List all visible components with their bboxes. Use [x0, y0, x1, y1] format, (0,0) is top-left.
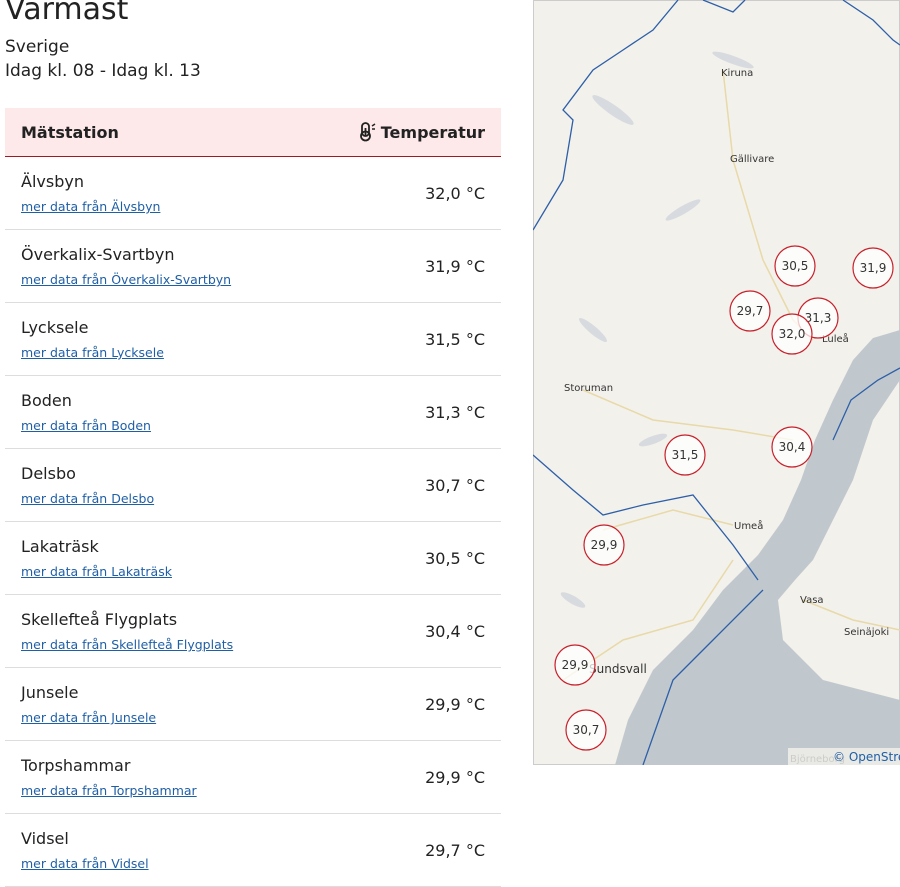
- table-row: Överkalix-Svartbyn mer data från Överkali…: [5, 230, 501, 303]
- temperature: 31,9 °C: [425, 257, 485, 276]
- marker-label: 30,4: [779, 440, 806, 454]
- table-row: Boden mer data från Boden 31,3 °C: [5, 376, 501, 449]
- temperature: 29,9 °C: [425, 695, 485, 714]
- station-link[interactable]: mer data från Överkalix-Svartbyn: [21, 272, 232, 287]
- place-label: Kiruna: [721, 68, 753, 79]
- region: Sverige: [5, 37, 70, 57]
- marker[interactable]: [729, 290, 771, 332]
- place-label: Gällivare: [730, 154, 774, 165]
- station-name: Skellefteå Flygplats: [21, 610, 178, 629]
- marker-label: 32,0: [779, 327, 806, 341]
- station-name: Älvsbyn: [21, 172, 84, 191]
- station-link[interactable]: mer data från Älvsbyn: [21, 199, 161, 214]
- place-label: Umeå: [734, 519, 763, 532]
- lakes: [560, 51, 754, 608]
- station-markers: 30,5 31,9 29,7 31,3 32,0 30,4 31,5 29,9 29,9 30,7: [554, 245, 894, 751]
- column-header[interactable]: Mätstation: [21, 123, 119, 142]
- temperature: 32,0 °C: [425, 184, 485, 203]
- marker-label: 30,5: [782, 259, 809, 273]
- marker-label: 29,7: [737, 304, 764, 318]
- marker[interactable]: [565, 709, 607, 751]
- station-link[interactable]: mer data från Torpshammar: [21, 783, 197, 798]
- station-link[interactable]: mer data från Delsbo: [21, 491, 155, 506]
- station-name: Delsbo: [21, 464, 76, 483]
- station-name: Torpshammar: [21, 756, 131, 775]
- table-row: Älvsbyn mer data från Älvsbyn 32,0 °C: [5, 157, 501, 230]
- marker-label: 31,9: [860, 261, 887, 275]
- temperature: 29,7 °C: [425, 841, 485, 860]
- attribution-bg: [788, 748, 900, 765]
- marker[interactable]: [583, 524, 625, 566]
- attribution[interactable]: © OpenStreetMap: [833, 750, 900, 764]
- marker-label: 31,5: [672, 448, 699, 462]
- borders: [533, 0, 900, 765]
- station-link[interactable]: mer data från Skellefteå Flygplats: [21, 637, 234, 652]
- station-name: Överkalix-Svartbyn: [21, 245, 175, 264]
- place-label: Storuman: [564, 383, 613, 394]
- marker-label: 29,9: [562, 658, 589, 672]
- station-name: Lakaträsk: [21, 537, 99, 556]
- map[interactable]: KirunaGällivareLuleåStorumanUmeåVasaSein…: [533, 0, 900, 765]
- station-name: Boden: [21, 391, 72, 410]
- station-link[interactable]: mer data från Vidsel: [21, 856, 149, 871]
- table-row: Junsele mer data från Junsele 29,9 °C: [5, 668, 501, 741]
- temperature: 29,9 °C: [425, 768, 485, 787]
- table-row: Lakaträsk mer data från Lakaträsk 30,5 °C: [5, 522, 501, 595]
- marker-label: 30,7: [573, 723, 600, 737]
- title: Varmast: [5, 0, 129, 27]
- temperature: 31,5 °C: [425, 330, 485, 349]
- column-header[interactable]: Temperatur: [380, 123, 485, 142]
- marker[interactable]: [664, 434, 706, 476]
- place-label: Seinäjoki: [844, 627, 889, 638]
- station-name: Junsele: [21, 683, 79, 702]
- marker[interactable]: [771, 426, 813, 468]
- place-label: Vasa: [800, 595, 824, 606]
- temperature: 30,5 °C: [425, 549, 485, 568]
- marker[interactable]: [852, 247, 894, 289]
- table-row: Delsbo mer data från Delsbo 30,7 °C: [5, 449, 501, 522]
- marker[interactable]: [771, 313, 813, 355]
- table-row: Vidsel mer data från Vidsel 29,7 °C: [5, 814, 501, 887]
- station-link[interactable]: mer data från Boden: [21, 418, 151, 433]
- table-row: Torpshammar mer data från Torpshammar 29,9…: [5, 741, 501, 814]
- page: Varmast Sverige Idag kl. 08 - Idag kl. 1…: [5, 0, 900, 887]
- place-label: Sundsvall: [589, 662, 647, 676]
- station-link[interactable]: mer data från Lycksele: [21, 345, 164, 360]
- station-link[interactable]: mer data från Lakaträsk: [21, 564, 172, 579]
- table-row: Lycksele mer data från Lycksele 31,5 °C: [5, 303, 501, 376]
- temperature: 31,3 °C: [425, 403, 485, 422]
- table-header: Mätstation Temperatur: [5, 108, 501, 157]
- marker[interactable]: [554, 644, 596, 686]
- station-name: Vidsel: [21, 829, 69, 848]
- period: Idag kl. 08 - Idag kl. 13: [5, 61, 201, 81]
- temperature: 30,4 °C: [425, 622, 485, 641]
- station-name: Lycksele: [21, 318, 89, 337]
- sea: [615, 330, 900, 765]
- table-row: Skellefteå Flygplats mer data från Skelle…: [5, 595, 501, 668]
- marker-label: 31,3: [805, 311, 832, 325]
- marker[interactable]: [774, 245, 816, 287]
- marker-label: 29,9: [591, 538, 618, 552]
- station-link[interactable]: mer data från Junsele: [21, 710, 157, 725]
- thermometer-icon: [360, 122, 376, 142]
- temperature: 30,7 °C: [425, 476, 485, 495]
